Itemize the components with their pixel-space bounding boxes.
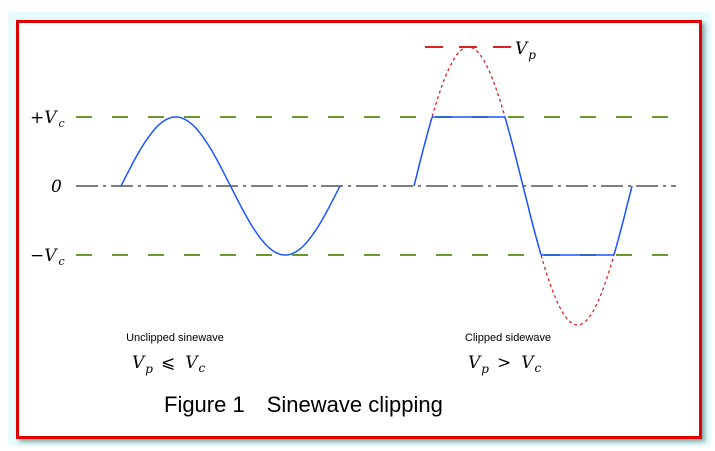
vp-label: Vp <box>515 39 536 62</box>
figure-caption: Figure 1 Sinewave clipping <box>164 392 443 417</box>
clipped-sinewave <box>413 116 633 256</box>
plus-vc-label: +V c <box>30 108 65 130</box>
unclipped-label: Unclipped sinewave <box>126 332 224 344</box>
figure-frame <box>16 20 702 439</box>
minus-vc-label: −V c <box>30 246 65 268</box>
zero-label: 0 <box>51 177 62 197</box>
clipped-relation: Vp > Vc <box>468 353 542 376</box>
unclipped-relation: Vp ⩽ Vc <box>132 353 206 376</box>
clipped-label: Clipped sidewave <box>465 332 551 344</box>
unclipped-sinewave <box>120 116 341 256</box>
